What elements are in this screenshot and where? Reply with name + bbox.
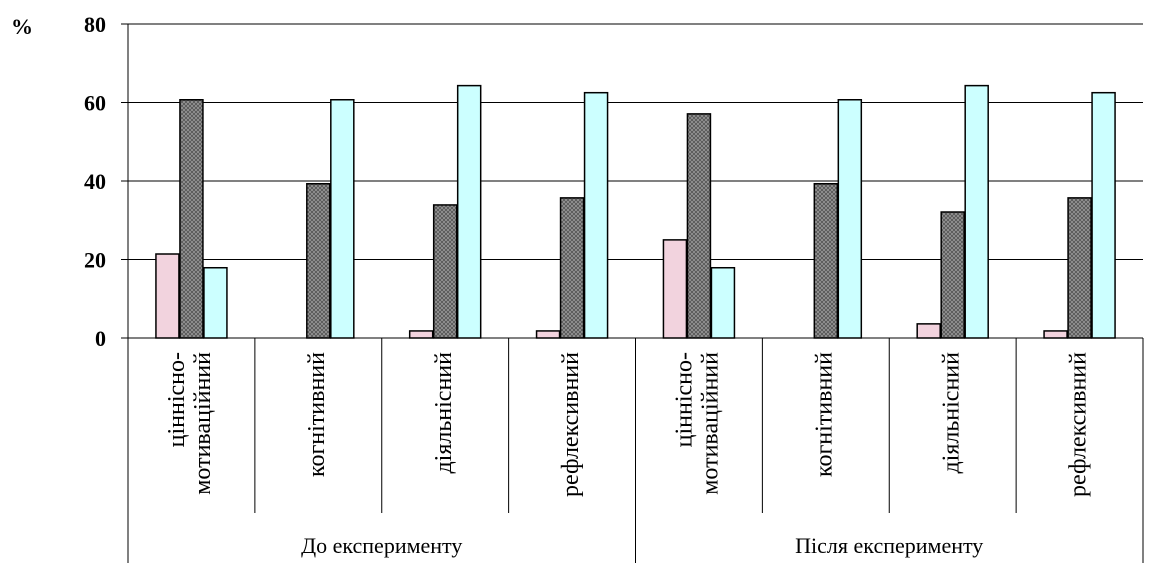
bar-series-2: [1067, 197, 1092, 339]
bar-series-3: [330, 99, 355, 339]
bar-series-3: [583, 91, 609, 339]
x-category-label: ціннісно-мотиваційний: [672, 352, 724, 495]
y-tick-label: 20: [84, 248, 106, 273]
x-category-label: ціннісно-мотиваційний: [164, 352, 216, 495]
y-tick-label: 0: [95, 326, 106, 351]
y-tick-label: 40: [84, 169, 106, 194]
bar-series-2: [559, 197, 585, 339]
bar-series-1: [662, 239, 688, 339]
bar-series-3: [1091, 91, 1116, 339]
bar-series-2: [432, 204, 458, 339]
bar-series-2: [306, 182, 331, 339]
bar-series-2: [179, 99, 204, 339]
x-category-label: рефлексивний: [558, 352, 584, 497]
bar-series-1: [155, 253, 180, 339]
x-group-label: До експерименту: [301, 533, 462, 558]
x-category-label: діяльнісний: [938, 352, 964, 474]
x-group-label: Після експерименту: [795, 533, 983, 558]
bar-series-3: [837, 99, 863, 339]
x-category-label: діяльнісний: [431, 352, 457, 474]
y-axis-label: %: [11, 14, 33, 39]
bar-series-2: [813, 182, 839, 339]
y-tick-label: 80: [84, 12, 106, 37]
bar-series-3: [456, 84, 482, 339]
bar-series-1: [1043, 330, 1068, 339]
bar-series-1: [408, 330, 434, 339]
bar-series-3: [964, 84, 989, 339]
x-category-label: рефлексивний: [1065, 352, 1091, 497]
y-tick-label: 60: [84, 91, 106, 116]
x-category-label: когнітивний: [304, 352, 330, 477]
bar-series-2: [940, 211, 965, 339]
bar-series-3: [710, 266, 736, 339]
bar-series-1: [535, 330, 561, 339]
bar-series-3: [203, 266, 228, 339]
bar-series-1: [916, 323, 941, 339]
bar-series-2: [686, 113, 712, 339]
x-category-label: когнітивний: [812, 352, 838, 477]
